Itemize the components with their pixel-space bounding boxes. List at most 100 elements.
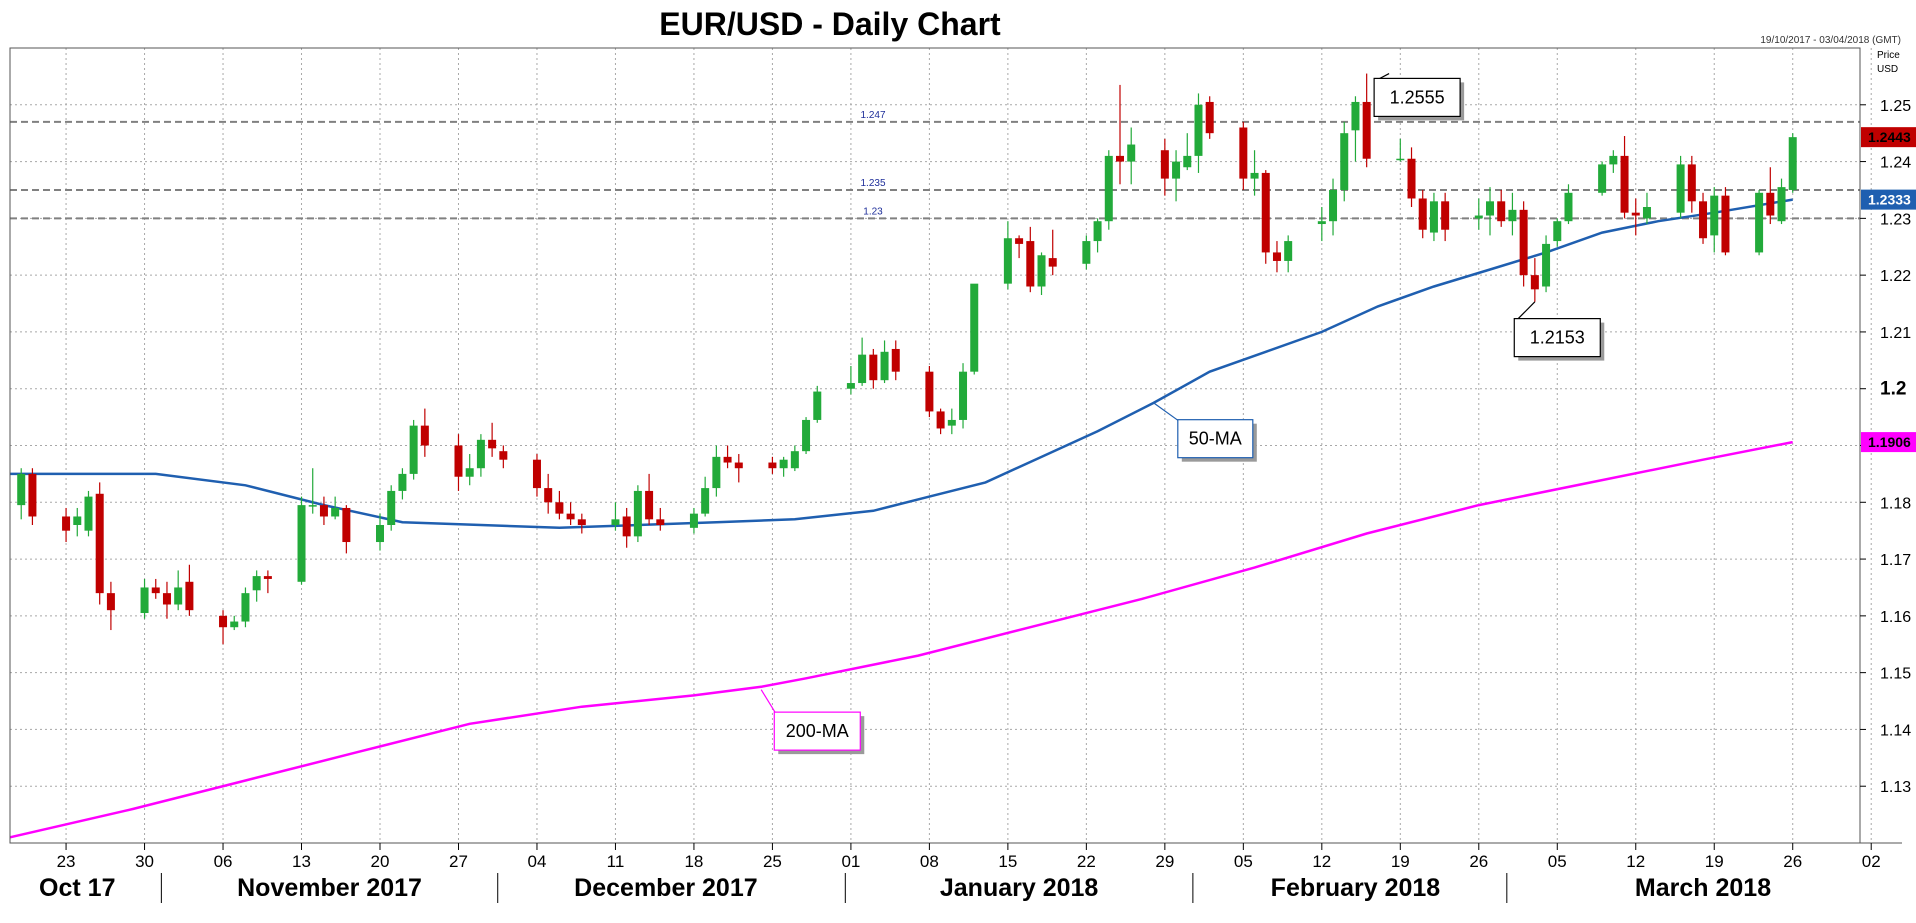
candle-up — [1710, 187, 1719, 253]
x-axis: 23 30 06 13 20 27 04 11 18 25 01 08 15 22 29 05 12 19 26 05… — [39, 843, 1881, 903]
candle-body — [1003, 238, 1012, 284]
x-tick-label: 12 — [1312, 852, 1331, 871]
candle-down — [532, 454, 541, 497]
candle-body — [1317, 221, 1326, 225]
candle-body — [1407, 158, 1416, 199]
candle-down — [1026, 226, 1035, 293]
candle-body — [1542, 243, 1551, 287]
x-tick-label: 13 — [292, 852, 311, 871]
annotation-text: 50-MA — [1189, 429, 1242, 449]
x-tick-label: 23 — [57, 852, 76, 871]
annotation-callout: 200-MA — [760, 689, 865, 755]
candle-body — [174, 587, 183, 605]
candle-up — [1104, 150, 1113, 230]
candle-body — [1429, 201, 1438, 233]
candle-up — [465, 454, 474, 486]
price-badge-bg — [1861, 127, 1916, 148]
candle-down — [263, 570, 272, 594]
price-badge: 1.2333 — [1861, 189, 1916, 210]
candle-body — [858, 354, 867, 384]
annotation-box — [1373, 77, 1461, 118]
price-badge-bg — [1861, 432, 1916, 453]
candle-up — [1598, 161, 1607, 196]
candle-body — [151, 587, 160, 594]
candle-body — [331, 507, 340, 517]
y-tick-label: 1.14 — [1880, 722, 1911, 739]
candle-down — [544, 473, 553, 514]
candle-body — [1755, 192, 1764, 253]
candle-down — [656, 507, 665, 531]
candle-body — [1687, 164, 1696, 202]
candle-up — [1429, 192, 1438, 242]
candle-down — [1205, 96, 1214, 139]
candle-body — [1048, 258, 1057, 267]
candle-up — [689, 507, 698, 534]
candle-body — [1441, 201, 1450, 230]
annotation-callout: 1.2555 — [1373, 73, 1465, 121]
price-badge-text: 1.1906 — [1868, 434, 1911, 450]
candle-body — [925, 371, 934, 412]
x-tick-label: 26 — [1469, 852, 1488, 871]
candle-body — [1093, 221, 1102, 242]
candle-up — [1003, 221, 1012, 290]
candle-down — [1116, 84, 1124, 185]
candle-down — [95, 482, 104, 605]
candle-up — [701, 476, 710, 517]
candle-up — [1788, 133, 1797, 193]
month-label: January 2018 — [940, 874, 1099, 902]
y-axis-label: Price USD — [1877, 50, 1900, 75]
candle-body — [656, 519, 665, 525]
y-tick-label: 1.18 — [1880, 495, 1911, 512]
candle-down — [1530, 258, 1539, 302]
grid-lines — [10, 48, 1872, 843]
candle-down — [1699, 192, 1708, 244]
candle-body — [1082, 241, 1091, 264]
candle-body — [1620, 155, 1629, 213]
x-tick-label: 12 — [1626, 852, 1645, 871]
candle-body — [790, 451, 799, 469]
candle-body — [1474, 215, 1483, 219]
candle-body — [1351, 101, 1360, 131]
candle-up — [1609, 150, 1618, 173]
candle-down — [869, 348, 878, 389]
y-tick-label: 1.2 — [1880, 379, 1906, 400]
candle-down — [319, 496, 328, 525]
candle-up — [376, 513, 384, 551]
moving-averages — [9, 198, 1793, 839]
candle-up — [779, 456, 788, 477]
candle-body — [1194, 104, 1203, 156]
annotation-leader — [760, 689, 777, 715]
y-axis: 1.131.141.151.161.171.181.191.21.211.221… — [1860, 98, 1916, 796]
candle-body — [1530, 275, 1539, 290]
candle-down — [342, 505, 351, 554]
candle-body — [723, 456, 732, 463]
candle-down — [734, 454, 743, 483]
candle-up — [1351, 96, 1360, 162]
candle-up — [297, 496, 306, 585]
candle-up — [1250, 150, 1259, 196]
y-axis-label-line-1: Price — [1877, 50, 1900, 61]
candle-body — [420, 425, 429, 446]
candle-up — [1564, 184, 1573, 225]
x-tick-label: 26 — [1783, 852, 1802, 871]
price-badge: 1.2443 — [1861, 127, 1916, 148]
candle-down — [1631, 198, 1640, 236]
candle-body — [1396, 158, 1405, 161]
candle-body — [633, 490, 642, 537]
candle-up — [17, 468, 26, 520]
annotations: 1.2555 1.2153 50-MA 200-MA — [760, 73, 1605, 755]
candle-up — [409, 419, 418, 480]
x-tick-label: 30 — [135, 852, 154, 871]
annotation-leader — [1153, 402, 1181, 423]
candle-down — [151, 578, 160, 599]
x-tick-label: 08 — [920, 852, 939, 871]
annotation-box — [773, 711, 861, 751]
candle-down — [1441, 192, 1450, 242]
price-badge-text: 1.2443 — [1868, 129, 1911, 145]
candle-up — [1486, 187, 1494, 236]
candle-body — [162, 593, 171, 605]
candle-up — [84, 490, 93, 537]
candle-up — [858, 337, 867, 386]
candle-body — [1250, 172, 1259, 179]
